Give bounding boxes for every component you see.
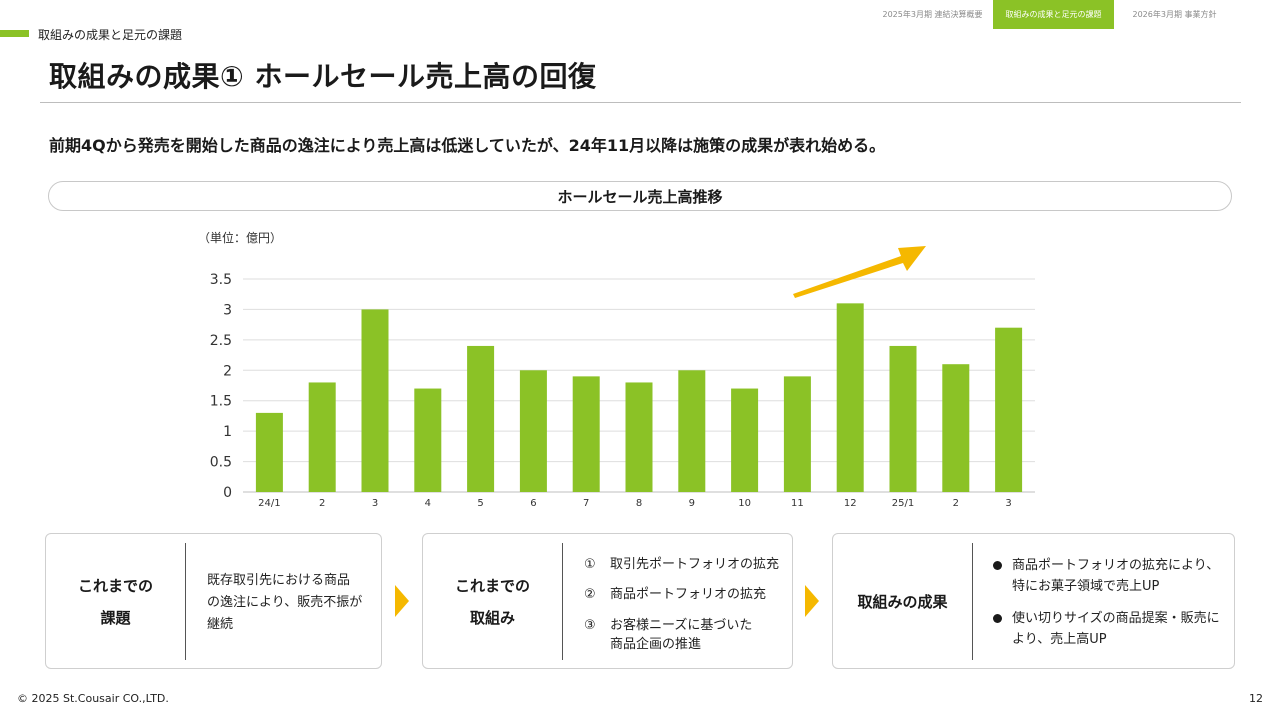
x-tick-label: 5 [477,498,483,509]
nav-tab-achievements[interactable]: 取組みの成果と足元の課題 [993,0,1114,29]
bar [519,370,547,492]
chevron-right-icon [805,585,819,617]
results-bullet-1-line1: 商品ポートフォリオの拡充により、 [1012,558,1220,573]
y-tick-label: 2 [223,363,232,379]
x-tick-label: 8 [636,498,642,509]
chevron-right-icon [395,585,409,617]
x-tick-label: 11 [791,498,804,509]
y-tick-label: 1 [223,424,232,440]
results-bullet-2-line2: より、売上高UP [1012,632,1107,647]
x-tick-label: 25/1 [892,498,914,509]
issues-heading-line2: 課題 [100,609,131,627]
x-tick-label: 7 [583,498,589,509]
efforts-item-3-num: ③ [584,618,596,633]
x-tick-label: 3 [1005,498,1011,509]
bar [308,382,336,492]
issues-text-line1: 既存取引先における商品 [207,573,351,588]
x-tick-label: 10 [738,498,751,509]
issues-heading: これまでの 課題 [46,534,185,670]
bullet-dot-icon [993,561,1002,570]
top-nav: 2025年3月期 連結決算概要 取組みの成果と足元の課題 2026年3月期 事業… [872,0,1235,29]
issues-text-line2: の逸注により、販売不振が [207,595,363,610]
issues-heading-line1: これまでの [77,577,153,595]
bar [467,345,495,492]
x-tick-label: 4 [425,498,431,509]
nav-tab-policy[interactable]: 2026年3月期 事業方針 [1132,10,1217,19]
efforts-heading-line2: 取組み [469,609,515,627]
x-tick-label: 6 [530,498,536,509]
x-tick-label: 2 [953,498,959,509]
efforts-divider [562,543,563,660]
page-number: 12 [1249,692,1263,705]
y-tick-label: 3.5 [210,272,232,288]
x-tick-label: 2 [319,498,325,509]
bar [572,376,600,492]
chart-unit-label: （単位：億円） [198,231,283,245]
bar [783,376,811,492]
y-tick-label: 0.5 [210,455,232,471]
results-box: 取組みの成果 商品ポートフォリオの拡充により、 特にお菓子領域で売上UP 使い切… [832,533,1235,669]
x-tick-label: 3 [372,498,378,509]
efforts-item-3-text: お客様ニーズに基づいた [610,618,753,633]
nav-tab-results[interactable]: 2025年3月期 連結決算概要 [882,10,983,19]
efforts-heading: これまでの 取組み [423,534,562,670]
bar [889,345,917,492]
bar [361,309,389,492]
efforts-heading-line1: これまでの [454,577,530,595]
issues-text-line3: 継続 [207,617,234,632]
copyright: © 2025 St.Cousair CO.,LTD. [17,692,169,705]
lead-text: 前期4Qから発売を開始した商品の逸注により売上高は低迷していたが、24年11月以… [49,136,886,155]
bar [942,364,970,492]
y-tick-label: 3 [223,302,232,318]
efforts-item-2-num: ② [584,587,596,602]
chart-title: ホールセール売上高推移 [48,181,1232,211]
bar [836,303,864,492]
bullet-dot-icon [993,614,1002,623]
section-label: 取組みの成果と足元の課題 [38,28,183,42]
x-tick-label: 24/1 [258,498,280,509]
efforts-item-3-text-2: 商品企画の推進 [610,637,702,652]
issues-box: これまでの 課題 既存取引先における商品 の逸注により、販売不振が 継続 [45,533,382,669]
issues-divider [185,543,186,660]
bar [625,382,653,492]
y-tick-label: 0 [223,485,232,501]
issues-text: 既存取引先における商品 の逸注により、販売不振が 継続 [207,570,362,636]
results-heading-text: 取組みの成果 [857,593,948,611]
title-divider [40,102,1241,103]
bar [255,412,283,492]
bar [414,388,442,492]
results-divider [972,543,973,660]
x-tick-label: 9 [689,498,695,509]
bar [678,370,706,492]
page-title: 取組みの成果① ホールセール売上高の回復 [49,60,597,93]
trend-arrow-icon [793,246,926,298]
section-accent-bar [0,30,29,37]
bar [731,388,759,492]
results-heading: 取組みの成果 [833,534,972,670]
efforts-item-1-num: ① [584,557,596,572]
efforts-item-1-text: 取引先ポートフォリオの拡充 [610,557,780,572]
bar-chart: 0 0.5 1 1.5 2 2.5 3 3.5 24/1 2 3 4 5 6 7 8 9 10 11 12 25/1 2 3 [210,246,1035,509]
x-tick-label: 12 [844,498,857,509]
y-tick-label: 2.5 [210,333,232,349]
results-bullet-2-line1: 使い切りサイズの商品提案・販売に [1012,611,1220,626]
efforts-item-2-text: 商品ポートフォリオの拡充 [610,587,767,602]
efforts-box: これまでの 取組み ① 取引先ポートフォリオの拡充 ② 商品ポートフォリオの拡充… [422,533,793,669]
y-tick-label: 1.5 [210,394,232,410]
bar [995,327,1023,492]
results-bullet-1-line2: 特にお菓子領域で売上UP [1012,579,1160,594]
